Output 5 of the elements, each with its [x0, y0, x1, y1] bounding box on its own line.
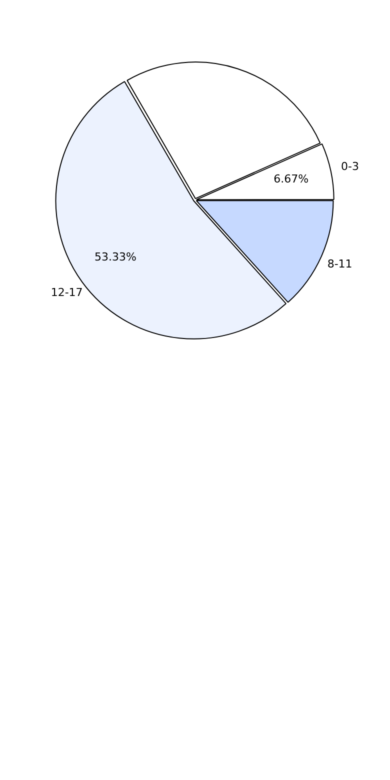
- slice-label: 0-3: [341, 160, 360, 173]
- slice-label: 8-11: [327, 257, 352, 270]
- slice-label: 12-17: [50, 286, 83, 300]
- data-label: 6.67%: [274, 172, 309, 186]
- data-label: 53.33%: [94, 250, 136, 264]
